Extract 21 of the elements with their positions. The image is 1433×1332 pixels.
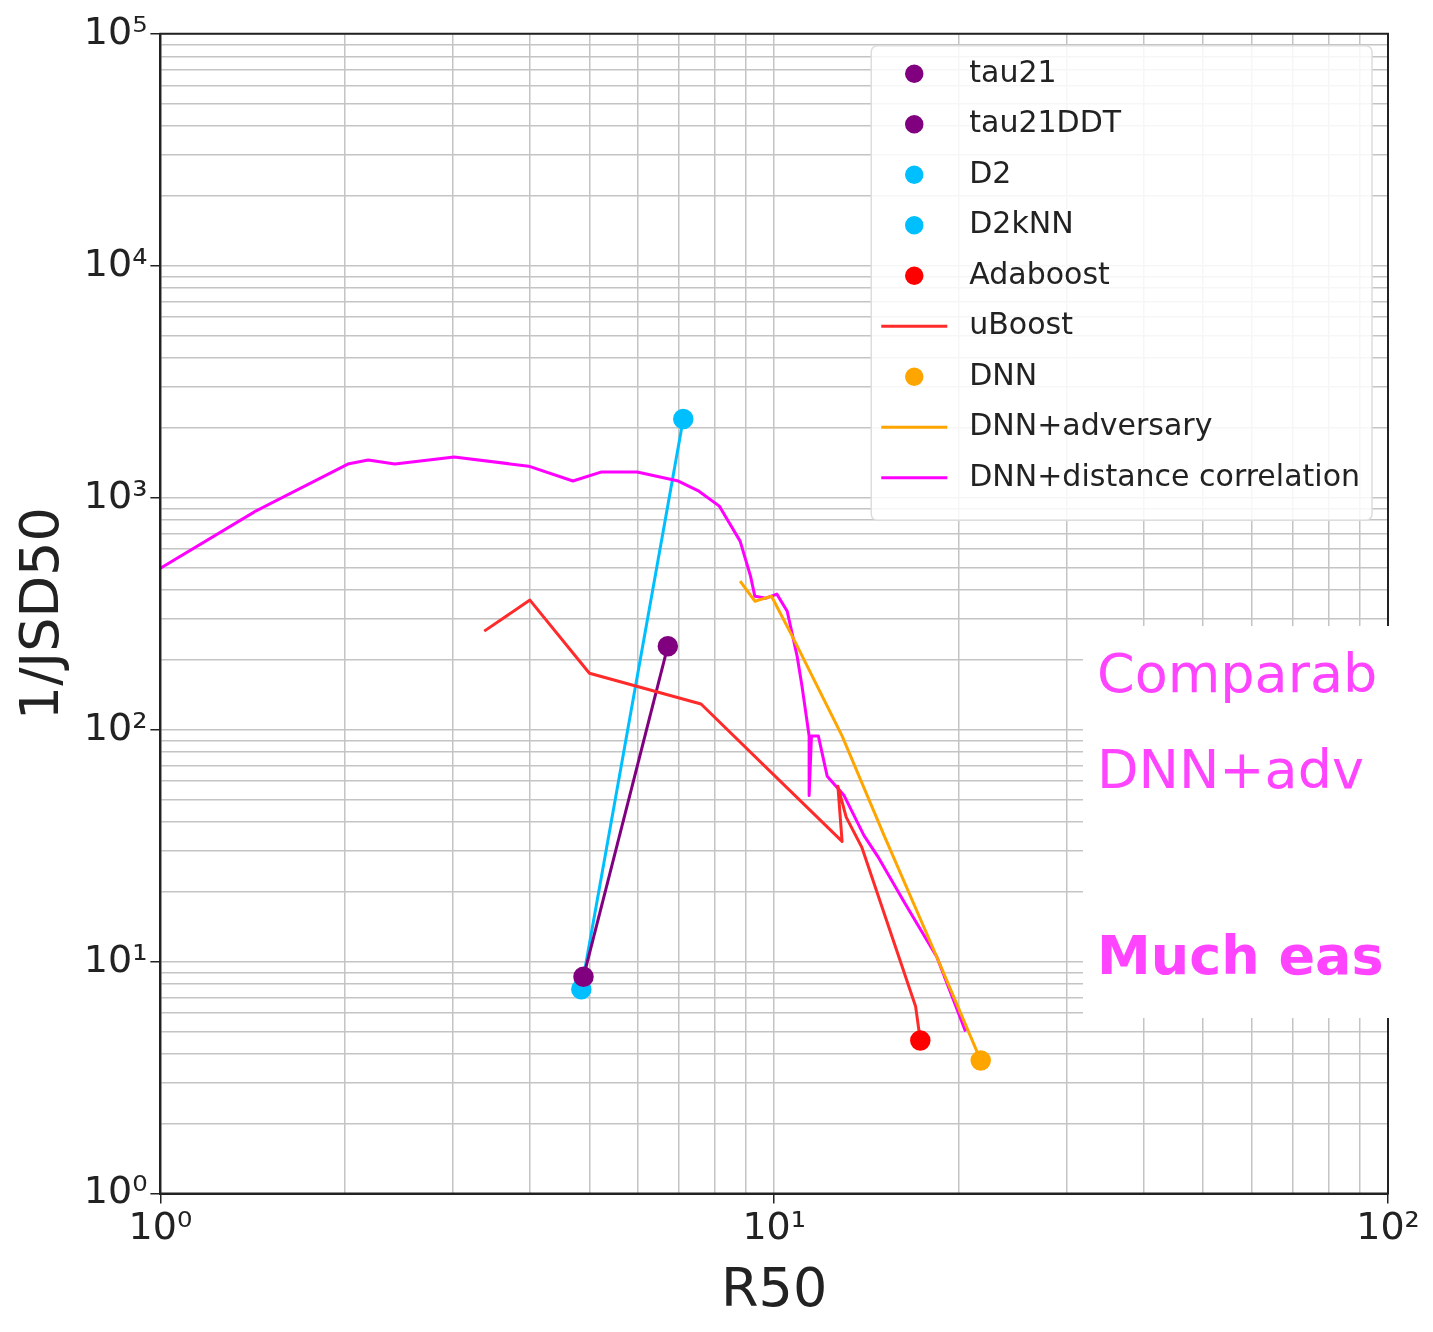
y-tick-label: 10⁴ <box>83 240 148 285</box>
legend-label: D2kNN <box>969 205 1074 241</box>
y-tick-label: 10⁵ <box>83 8 148 53</box>
legend-label: DNN <box>969 356 1038 392</box>
x-axis-title: R50 <box>721 1255 828 1319</box>
y-tick-label: 10³ <box>83 472 148 517</box>
legend-label: tau21DDT <box>969 104 1122 140</box>
y-tick-label: 10² <box>83 704 148 749</box>
annotation: Much eas <box>1097 923 1385 989</box>
annotation: Comparab <box>1097 641 1379 707</box>
legend-label: tau21 <box>969 53 1057 89</box>
legend-label: DNN+adversary <box>969 407 1213 443</box>
x-tick-label: 10¹ <box>742 1204 806 1249</box>
annotation: DNN+adv <box>1097 737 1365 803</box>
legend-label: Adaboost <box>969 255 1111 291</box>
legend-label: D2 <box>969 154 1012 190</box>
y-tick-label: 10¹ <box>83 936 148 981</box>
legend-label: DNN+distance correlation <box>969 457 1360 493</box>
legend-label: uBoost <box>969 306 1074 342</box>
x-tick-label: 10² <box>1356 1204 1420 1249</box>
y-axis-title: 1/JSD50 <box>8 507 72 721</box>
